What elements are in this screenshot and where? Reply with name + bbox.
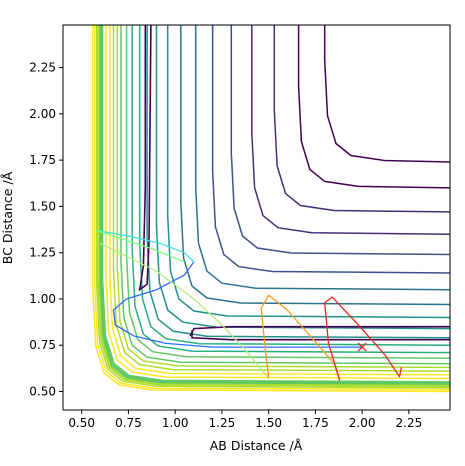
y-tick-label: 0.50 <box>29 384 56 398</box>
contour-line <box>108 25 450 376</box>
contour-line <box>131 25 450 354</box>
contour-line <box>180 25 450 306</box>
y-axis-label: BC Distance /Å <box>0 171 15 264</box>
trajectory-segment <box>260 294 341 381</box>
trajectory-lines <box>96 229 403 381</box>
contour-line <box>273 25 450 213</box>
contour-line <box>191 330 450 341</box>
contour-line <box>98 25 450 386</box>
contour-line <box>323 25 450 163</box>
contour-line <box>105 25 450 380</box>
contour-line <box>100 25 450 384</box>
trajectory-segment <box>112 261 363 348</box>
contour-line <box>97 25 450 388</box>
plot-frame <box>62 24 451 411</box>
y-tick-label: 2.00 <box>29 107 56 121</box>
x-tick-label: 2.00 <box>349 416 376 430</box>
contour-line <box>194 25 450 291</box>
contour-line <box>92 25 450 393</box>
x-tick-label: 1.75 <box>302 416 329 430</box>
x-ticks: 0.50 0.75 1.00 1.25 1.50 1.75 2.00 2.25 <box>68 410 422 430</box>
y-tick-label: 1.75 <box>29 153 56 167</box>
marker-layer <box>357 342 367 352</box>
trajectory-segment <box>96 229 195 263</box>
x-axis-label: AB Distance /Å <box>210 438 303 453</box>
contour-lines <box>92 25 450 393</box>
trajectory-segment <box>100 242 270 379</box>
y-tick-label: 1.50 <box>29 199 56 213</box>
contour-line <box>146 25 450 339</box>
x-tick-label: 1.25 <box>209 416 236 430</box>
x-tick-label: 0.75 <box>115 416 142 430</box>
x-tick-label: 1.00 <box>162 416 189 430</box>
contour-line <box>99 25 450 385</box>
x-tick-label: 0.50 <box>68 416 95 430</box>
y-tick-label: 0.75 <box>29 338 56 352</box>
y-tick-label: 1.00 <box>29 292 56 306</box>
contour-line <box>95 25 450 389</box>
contour-line <box>251 25 450 235</box>
contour-line <box>94 25 450 391</box>
y-tick-label: 2.25 <box>29 61 56 75</box>
contour-line <box>230 25 450 256</box>
contour-line <box>297 25 450 189</box>
trajectory-segment <box>324 296 403 381</box>
contour-line <box>120 25 450 365</box>
x-tick-label: 2.25 <box>396 416 423 430</box>
y-ticks: 0.50 0.75 1.00 1.25 1.50 1.75 2.00 2.25 <box>29 61 63 398</box>
contour-line <box>166 25 450 319</box>
start-marker <box>357 342 367 352</box>
trajectory-segment <box>96 229 185 263</box>
contour-line <box>116 25 450 369</box>
x-tick-label: 1.50 <box>255 416 282 430</box>
contour-line <box>112 25 450 372</box>
contour-line <box>138 25 152 292</box>
y-tick-label: 1.25 <box>29 246 56 260</box>
contour-line <box>138 25 450 346</box>
contour-line <box>101 25 450 383</box>
contour-line <box>211 25 450 274</box>
